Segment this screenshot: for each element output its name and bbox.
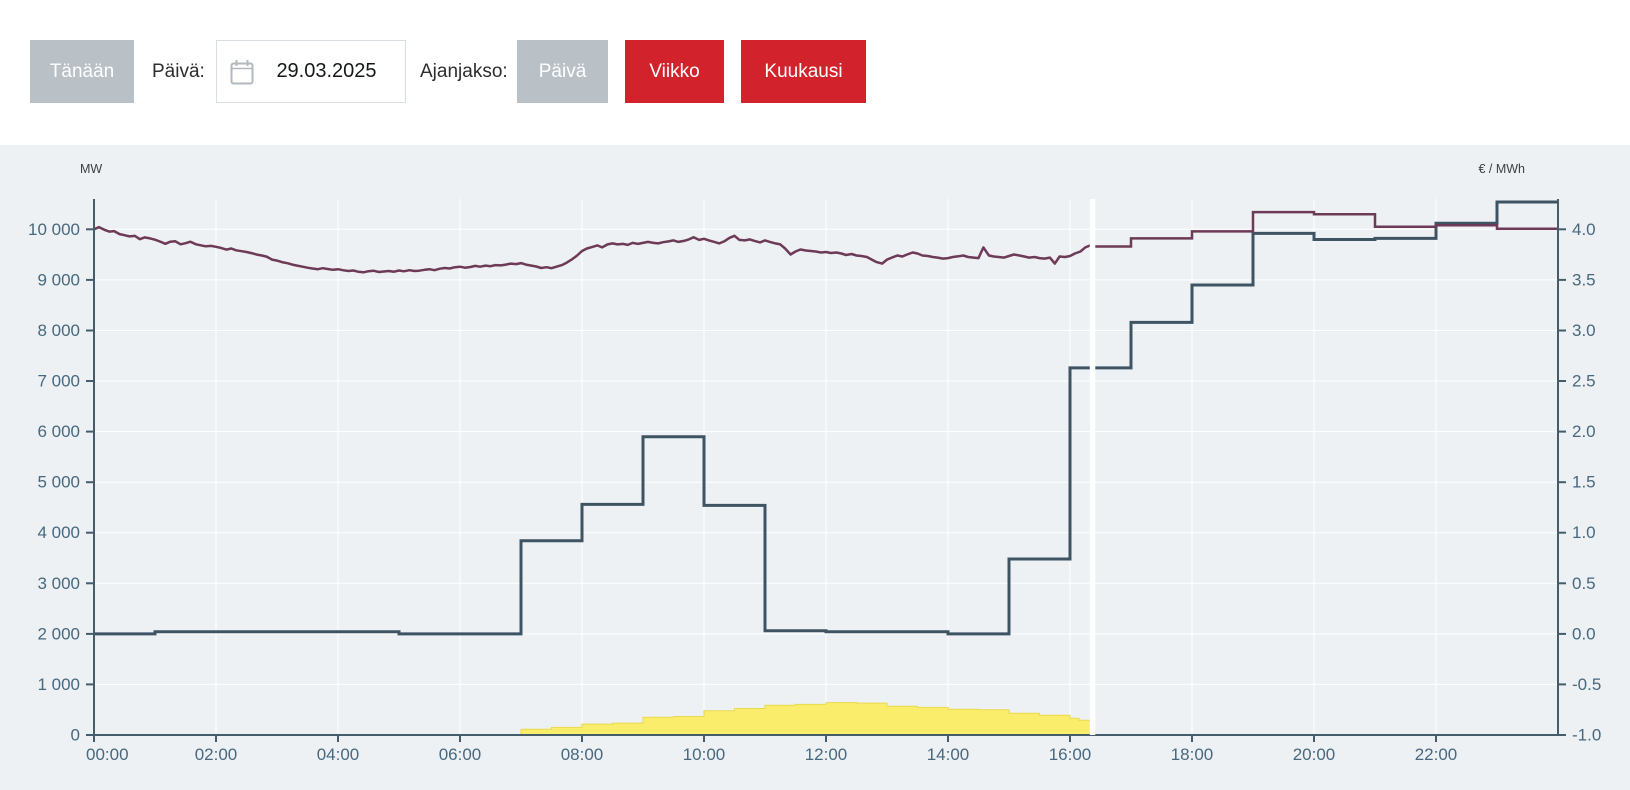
right-axis-title: € / MWh xyxy=(1478,162,1525,176)
x-tick-label: 18:00 xyxy=(1171,745,1214,764)
x-tick-label: 22:00 xyxy=(1415,745,1458,764)
solar-area xyxy=(520,702,1094,736)
right-tick-label: -0.5 xyxy=(1572,675,1601,694)
x-tick-label: 10:00 xyxy=(683,745,726,764)
right-tick-label: 2.5 xyxy=(1572,372,1596,391)
x-tick-label: 08:00 xyxy=(561,745,604,764)
calendar-icon xyxy=(230,59,254,84)
left-tick-label: 4 000 xyxy=(37,523,80,542)
date-input[interactable]: 29.03.2025 xyxy=(216,40,406,103)
left-axis-title: MW xyxy=(80,162,103,176)
left-tick-label: 9 000 xyxy=(37,270,80,289)
x-tick-label: 16:00 xyxy=(1049,745,1092,764)
right-tick-label: 2.0 xyxy=(1572,422,1596,441)
x-tick-label: 14:00 xyxy=(927,745,970,764)
today-button[interactable]: Tänään xyxy=(30,40,134,103)
x-tick-label: 12:00 xyxy=(805,745,848,764)
x-tick-label: 04:00 xyxy=(317,745,360,764)
period-month-button[interactable]: Kuukausi xyxy=(741,40,866,103)
right-tick-label: 0.5 xyxy=(1572,574,1596,593)
left-tick-label: 6 000 xyxy=(37,422,80,441)
right-tick-label: 3.5 xyxy=(1572,270,1596,289)
left-tick-label: 10 000 xyxy=(28,220,80,239)
price-step xyxy=(94,200,1558,636)
right-tick-label: -1.0 xyxy=(1572,726,1601,745)
toolbar: Tänään Päivä: 29.03.2025 Ajanjakso: Päiv… xyxy=(0,0,1630,145)
left-tick-label: 5 000 xyxy=(37,473,80,492)
consumption-actual xyxy=(93,225,1094,274)
right-tick-label: 1.0 xyxy=(1572,523,1596,542)
period-day-button[interactable]: Päivä xyxy=(517,40,608,103)
x-tick-label: 20:00 xyxy=(1293,745,1336,764)
x-tick-label: 00:00 xyxy=(86,745,129,764)
right-tick-label: 0.0 xyxy=(1572,624,1596,643)
left-tick-label: 8 000 xyxy=(37,321,80,340)
left-tick-label: 1 000 xyxy=(37,675,80,694)
left-tick-label: 7 000 xyxy=(37,372,80,391)
right-tick-label: 4.0 xyxy=(1572,220,1596,239)
date-label: Päivä: xyxy=(152,60,205,82)
power-chart[interactable]: MW € / MWh 0 1 000 2 000 3 000 4 000 5 000 6 0… xyxy=(0,145,1630,790)
chart-plot-area[interactable]: 0 1 000 2 000 3 000 4 000 5 000 6 000 7 000 8 00… xyxy=(0,145,1630,790)
left-tick-label: 0 xyxy=(71,726,80,745)
date-value: 29.03.2025 xyxy=(276,60,377,82)
period-week-button[interactable]: Viikko xyxy=(625,40,724,103)
x-tick-label: 06:00 xyxy=(439,745,482,764)
period-label: Ajanjakso: xyxy=(420,60,508,82)
consumption-forecast xyxy=(1092,210,1558,248)
now-line xyxy=(1089,199,1096,735)
left-tick-label: 3 000 xyxy=(37,574,80,593)
right-tick-label: 3.0 xyxy=(1572,321,1596,340)
x-tick-label: 02:00 xyxy=(195,745,238,764)
left-tick-label: 2 000 xyxy=(37,624,80,643)
right-tick-label: 1.5 xyxy=(1572,473,1596,492)
